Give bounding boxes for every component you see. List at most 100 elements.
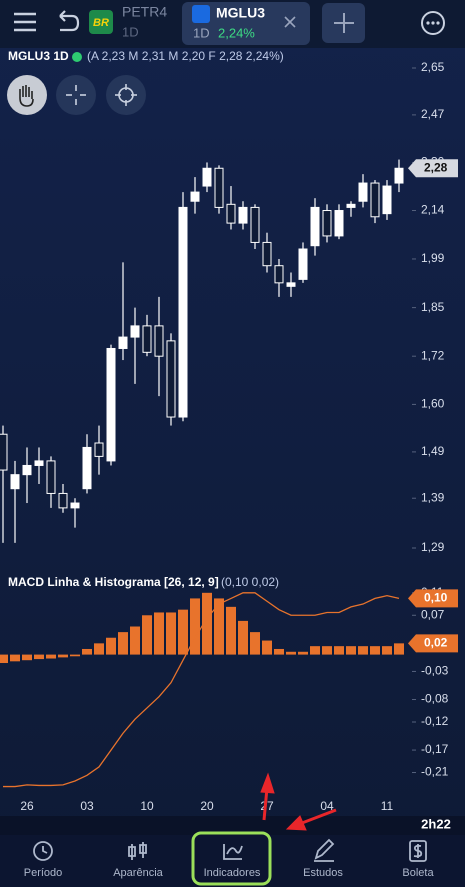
candle-body [154, 325, 164, 357]
macd-summary: (0,10 0,02) [221, 575, 279, 589]
y-tick-label: 1,29 [421, 540, 445, 554]
chart-title: MGLU3 1D [8, 49, 69, 63]
candle-body [334, 210, 344, 237]
histogram-bar [190, 598, 200, 655]
x-tick-label: 04 [320, 799, 334, 813]
histogram-bar [118, 632, 128, 655]
histogram-bar [154, 612, 164, 655]
y-tick-label: 1,60 [421, 397, 445, 411]
x-tick-label: 03 [80, 799, 94, 813]
y-tick-label: 1,49 [421, 444, 445, 458]
mglu3-logo [192, 5, 210, 23]
candle-body [394, 167, 404, 184]
histogram-bar [202, 592, 212, 655]
histogram-bar [0, 654, 8, 664]
histogram-bar [322, 646, 332, 655]
histogram-bar [358, 646, 368, 655]
candle-body [310, 206, 320, 247]
candle-body [142, 325, 152, 353]
histogram-bar [166, 612, 176, 655]
histogram-bar [130, 626, 140, 655]
target-tool[interactable] [106, 75, 146, 115]
status-dot [72, 52, 82, 62]
nav-label[interactable]: Período [24, 867, 63, 879]
histogram-bar [334, 646, 344, 655]
histogram-bar [238, 620, 248, 655]
histogram-bar [346, 646, 356, 655]
candle-body [322, 210, 332, 237]
x-tick-label: 11 [381, 799, 394, 813]
candle-body [262, 241, 272, 267]
active-tab[interactable] [182, 2, 310, 45]
close-tab[interactable] [284, 16, 296, 28]
histogram-bar [394, 643, 404, 655]
candle-body [370, 182, 380, 218]
y-tick-label: 1,72 [421, 348, 445, 362]
y-tick-label: -0,21 [421, 765, 449, 779]
y-tick-label: 2,65 [421, 60, 445, 74]
histogram-bar [298, 651, 308, 655]
crosshair-tool[interactable] [56, 75, 96, 115]
candle-body [274, 265, 284, 284]
x-tick-label: 26 [20, 799, 34, 813]
histogram-bar [10, 654, 20, 662]
candle-body [250, 206, 260, 243]
nav-label[interactable]: Aparência [113, 867, 163, 879]
tab-symbol[interactable]: PETR4 [122, 4, 167, 20]
pan-tool[interactable] [7, 75, 47, 115]
tab-period: 1D [193, 25, 210, 40]
candle-body [346, 203, 356, 208]
histogram-bar [226, 606, 236, 655]
histogram-bar [214, 598, 224, 655]
histogram-bar [382, 646, 392, 655]
month-bar [0, 816, 465, 835]
y-tick-label: 2,47 [421, 107, 445, 121]
histogram-bar [286, 651, 296, 655]
candle-body [382, 185, 392, 215]
y-tick-label: 0,07 [421, 607, 445, 621]
candle-body [58, 492, 68, 509]
histogram-bar [58, 654, 68, 658]
candle-body [214, 167, 224, 208]
petr4-logo [89, 10, 113, 34]
candle-body [238, 206, 248, 224]
nav-bar [0, 835, 465, 887]
nav-label[interactable]: Indicadores [204, 867, 261, 879]
candle-body [298, 248, 308, 280]
annotation-arrows [260, 772, 337, 831]
candle-body [82, 446, 92, 490]
candle-body [34, 460, 44, 466]
y-tick-label: -0,03 [421, 664, 449, 678]
histogram-bar [274, 648, 284, 655]
candle-body [10, 474, 20, 490]
undo-button[interactable] [59, 10, 80, 32]
menu-button[interactable] [14, 12, 36, 32]
clock: 2h22 [421, 816, 451, 831]
histogram-bar [142, 615, 152, 655]
candle-body [22, 464, 32, 476]
candle-body [226, 203, 236, 224]
candle-body [286, 282, 296, 287]
tab-symbol[interactable]: MGLU3 [216, 5, 265, 21]
histogram-bar [250, 632, 260, 655]
candle-body [94, 442, 104, 457]
ohlc-summary: (A 2,23 M 2,31 M 2,20 F 2,28 2,24%) [87, 49, 284, 63]
y-tick-label: 1,85 [421, 300, 445, 314]
line-label-box [408, 589, 458, 608]
candle-body [0, 433, 8, 471]
nav-label[interactable]: Estudos [303, 867, 343, 879]
more-button[interactable] [421, 11, 445, 35]
x-tick-label: 10 [140, 799, 154, 813]
tab-change: 2,24% [218, 25, 255, 40]
y-tick-label: -0,17 [421, 742, 449, 756]
highlight-box [191, 831, 272, 886]
candle-body [166, 340, 176, 418]
histogram-bar [34, 654, 44, 660]
candle-body [358, 182, 368, 202]
histogram-bar [106, 637, 116, 655]
histogram-bar [178, 609, 188, 655]
nav-label[interactable]: Boleta [402, 867, 434, 879]
